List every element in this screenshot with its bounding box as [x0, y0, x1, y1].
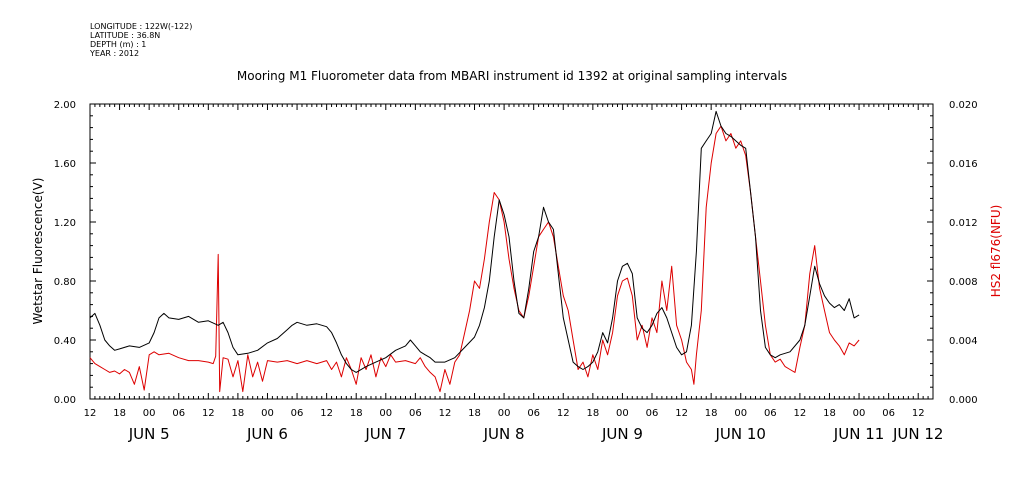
x-hour-tick-label: 00 — [379, 408, 392, 419]
x-hour-tick-label: 18 — [468, 408, 481, 419]
right-y-tick-label: 0.016 — [949, 159, 978, 170]
right-y-tick-label: 0.012 — [949, 218, 978, 229]
x-hour-tick-label: 18 — [350, 408, 363, 419]
x-hour-tick-label: 06 — [291, 408, 304, 419]
plot-frame — [89, 103, 934, 400]
left-y-tick-label: 1.60 — [54, 159, 76, 170]
left-y-tick-label: 0.80 — [54, 277, 76, 288]
x-day-label: JUN 11 — [833, 425, 884, 443]
left-y-tick-label: 0.00 — [54, 395, 76, 406]
x-hour-tick-label: 06 — [409, 408, 422, 419]
x-hour-tick-label: 18 — [823, 408, 836, 419]
x-day-label: JUN 9 — [601, 425, 643, 443]
latitude-label: LATITUDE : 36.8N — [90, 31, 161, 40]
left-axis-label: Wetstar Fluorescence(V) — [31, 178, 45, 325]
x-hour-tick-label: 12 — [557, 408, 570, 419]
x-day-label: JUN 8 — [483, 425, 525, 443]
x-hour-tick-label: 12 — [439, 408, 452, 419]
x-day-label: JUN 7 — [364, 425, 406, 443]
x-hour-tick-label: 00 — [143, 408, 156, 419]
x-hour-tick-label: 12 — [794, 408, 807, 419]
series-line-wetstar — [89, 110, 860, 373]
x-hour-tick-label: 18 — [705, 408, 718, 419]
right-y-tick-label: 0.020 — [949, 100, 978, 111]
x-hour-tick-label: 12 — [675, 408, 688, 419]
x-hour-tick-label: 12 — [202, 408, 215, 419]
x-day-label: JUN 6 — [246, 425, 288, 443]
x-day-label: JUN 5 — [128, 425, 170, 443]
right-y-tick-label: 0.008 — [949, 277, 978, 288]
right-axis-label: HS2 fl676(NFU) — [989, 205, 1003, 298]
x-hour-tick-label: 06 — [882, 408, 895, 419]
right-y-tick-label: 0.004 — [949, 336, 978, 347]
metadata-block: LONGITUDE : 122W(-122) LATITUDE : 36.8N … — [90, 22, 192, 58]
longitude-label: LONGITUDE : 122W(-122) — [90, 22, 193, 31]
series-line-hs2 — [89, 125, 860, 393]
x-day-label: JUN 10 — [714, 425, 765, 443]
x-day-label: JUN 12 — [892, 425, 943, 443]
x-hour-tick-label: 06 — [527, 408, 540, 419]
left-y-tick-label: 1.20 — [54, 218, 76, 229]
x-hour-tick-label: 06 — [764, 408, 777, 419]
x-hour-tick-label: 00 — [853, 408, 866, 419]
x-hour-tick-label: 06 — [646, 408, 659, 419]
right-y-tick-label: 0.000 — [949, 395, 978, 406]
x-hour-tick-label: 18 — [113, 408, 126, 419]
x-hour-tick-label: 18 — [232, 408, 245, 419]
x-hour-tick-label: 12 — [912, 408, 925, 419]
x-hour-tick-label: 12 — [320, 408, 333, 419]
x-hour-tick-label: 00 — [261, 408, 274, 419]
x-hour-tick-label: 12 — [84, 408, 97, 419]
x-hour-tick-label: 18 — [586, 408, 599, 419]
x-hour-tick-label: 00 — [498, 408, 511, 419]
x-hour-tick-label: 00 — [734, 408, 747, 419]
chart-title: Mooring M1 Fluorometer data from MBARI i… — [237, 69, 787, 83]
left-y-tick-label: 2.00 — [54, 100, 76, 111]
x-hour-tick-label: 06 — [172, 408, 185, 419]
x-hour-tick-label: 00 — [616, 408, 629, 419]
depth-label: DEPTH (m) : 1 — [90, 40, 147, 49]
year-label: YEAR : 2012 — [90, 49, 140, 58]
left-y-tick-label: 0.40 — [54, 336, 76, 347]
